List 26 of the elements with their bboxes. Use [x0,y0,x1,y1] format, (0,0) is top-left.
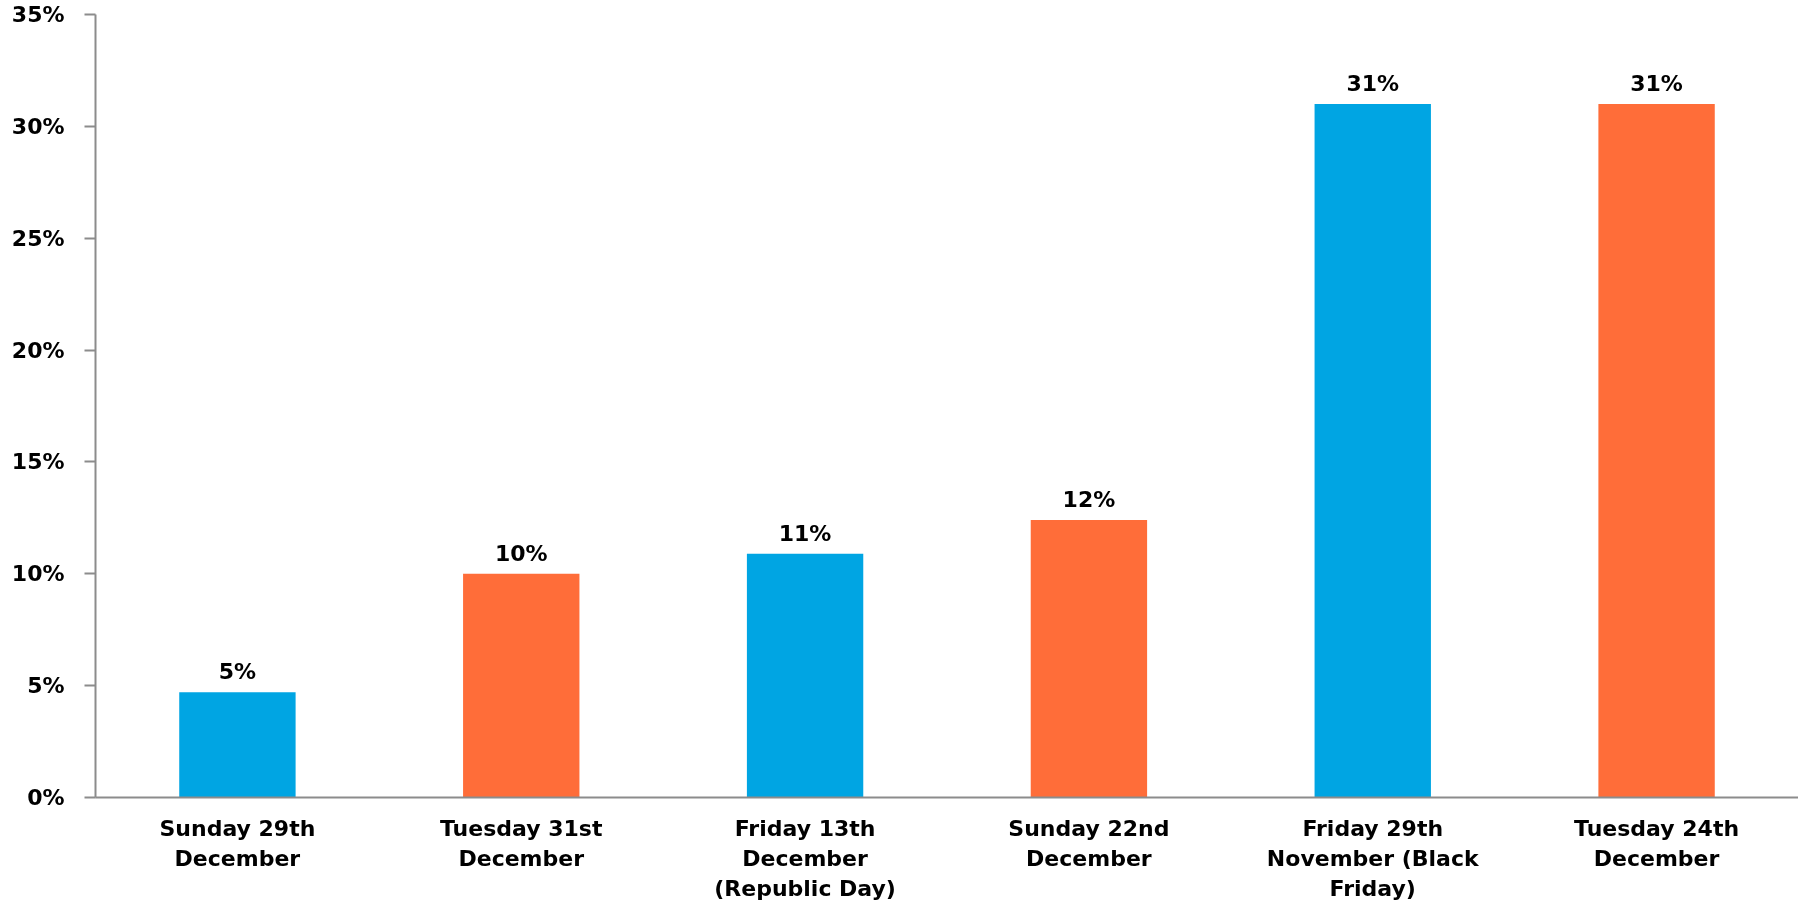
y-tick-label: 0% [27,785,65,810]
data-label: 31% [1630,70,1683,96]
bar [179,692,296,798]
y-tick-label: 10% [11,561,65,587]
y-tick-label: 5% [27,673,65,699]
x-tick-label: Tuesday 24th December [1574,815,1740,871]
y-tick-label: 20% [11,337,65,363]
x-tick-label: Sunday 22nd December [1008,815,1170,871]
bar [746,553,864,798]
bar [463,573,580,798]
bar [1598,103,1715,798]
y-tick-label: 35% [11,2,65,27]
bar [1030,520,1148,798]
data-label: 10% [494,540,548,566]
y-tick-label: 25% [11,225,65,251]
data-label: 31% [1346,70,1400,96]
x-tick-label: Tuesday 31st December [440,815,603,871]
data-label: 11% [778,520,832,546]
bar [1314,103,1431,798]
y-tick-label: 30% [11,113,65,139]
y-tick-label: 15% [11,449,65,475]
x-tick-label: Friday 13th December (Republic Day) [714,815,896,901]
data-label: 5% [218,659,257,685]
x-tick-label: Friday 29th November (Black Friday) [1266,815,1480,901]
data-label: 12% [1062,487,1116,513]
x-tick-label: Sunday 29th December [159,815,316,871]
